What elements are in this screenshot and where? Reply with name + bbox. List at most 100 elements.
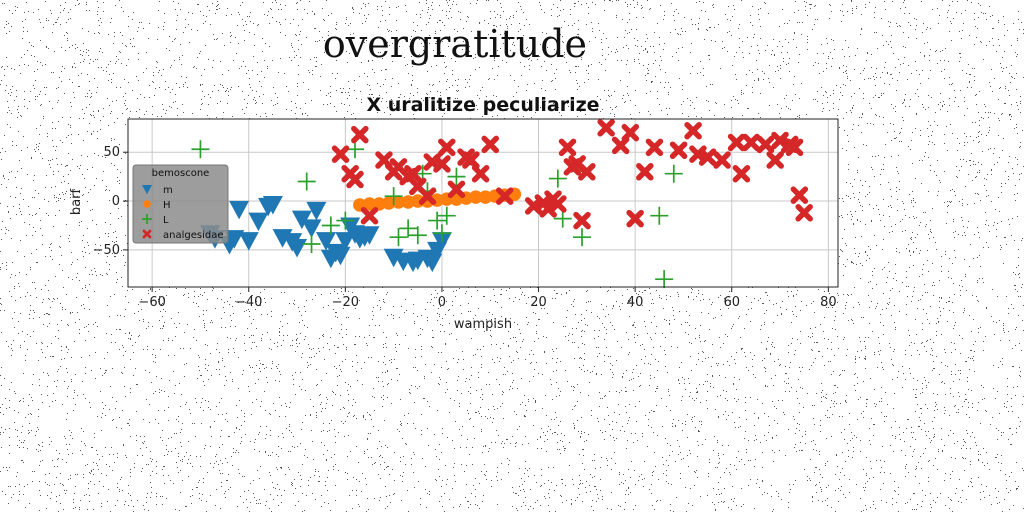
x-tick-label: −40 (235, 295, 262, 310)
data-point (437, 206, 456, 225)
legend-marker (142, 185, 152, 195)
data-point (621, 123, 640, 142)
data-point (573, 228, 592, 247)
x-tick-label: 40 (627, 295, 644, 310)
axes-frame (127, 118, 839, 288)
data-point (287, 238, 308, 258)
data-point (573, 211, 591, 230)
data-point (742, 133, 760, 152)
data-point (389, 228, 408, 247)
legend-entry-label: m (163, 185, 173, 196)
legend-marker (142, 214, 152, 224)
data-point (335, 232, 356, 251)
data-point (447, 180, 466, 199)
data-point (481, 135, 499, 154)
data-point (495, 187, 514, 205)
data-point (766, 151, 784, 169)
data-point (331, 145, 350, 163)
y-tick-label: 50 (103, 145, 120, 160)
data-point (433, 155, 451, 173)
data-point (785, 138, 804, 157)
data-point (262, 195, 283, 215)
data-point (684, 121, 702, 140)
data-point (346, 170, 364, 189)
legend-entry-label: H (163, 200, 171, 211)
data-point (238, 232, 259, 251)
data-point (438, 138, 456, 157)
data-point (650, 206, 669, 225)
data-point (727, 133, 746, 152)
series-1 (200, 195, 452, 273)
data-point (462, 151, 480, 169)
legend-entry-label: L (163, 215, 169, 226)
data-point (636, 162, 654, 181)
data-point (669, 141, 688, 160)
series-4 (331, 119, 813, 230)
data-point (626, 209, 644, 228)
data-point (404, 164, 422, 183)
data-point (698, 148, 717, 166)
legend-title: bemoscone (152, 168, 210, 179)
data-point (471, 164, 490, 183)
x-axis-label: wampish (454, 317, 512, 332)
data-point (756, 135, 775, 154)
y-axis-label: barf (69, 189, 84, 216)
legend-box (132, 164, 229, 244)
data-point (330, 246, 351, 266)
data-point (229, 200, 250, 220)
data-point (428, 211, 447, 230)
data-point (351, 125, 369, 144)
data-point (297, 172, 316, 191)
data-point (553, 209, 572, 228)
data-point (469, 190, 483, 204)
page-title: overgratitude (322, 22, 588, 66)
data-point (432, 224, 451, 243)
x-tick-label: 0 (438, 295, 446, 310)
data-point (399, 219, 418, 238)
legend-marker (142, 229, 152, 239)
x-tick-label: 80 (820, 295, 837, 310)
data-point (336, 211, 355, 230)
data-point (418, 187, 437, 205)
data-point (539, 200, 557, 218)
x-tick-label: 20 (530, 295, 547, 310)
y-tick-label: −50 (93, 243, 120, 258)
legend-entry-label: analgesidae (163, 230, 224, 241)
data-point (302, 235, 321, 254)
data-point (360, 206, 379, 225)
data-point (306, 201, 327, 221)
data-point (359, 226, 380, 245)
data-point (248, 212, 269, 232)
data-point (549, 195, 567, 213)
data-point (316, 232, 337, 251)
data-point (191, 140, 210, 159)
data-point (391, 195, 406, 209)
data-point (408, 226, 427, 245)
data-point (301, 219, 322, 238)
data-point (548, 169, 567, 188)
data-point (321, 216, 340, 235)
x-tick-label: −20 (332, 295, 359, 310)
data-point (558, 138, 577, 157)
chart-title: X uralitize peculiarize (366, 94, 599, 116)
data-point (795, 204, 813, 222)
x-tick-label: 60 (723, 295, 740, 310)
data-point (713, 151, 731, 169)
x-tick-label: −60 (138, 295, 165, 310)
data-point (664, 164, 683, 183)
data-point (578, 162, 596, 181)
data-point (597, 119, 615, 137)
data-point (655, 270, 674, 289)
y-tick-label: 0 (112, 194, 120, 209)
data-point (362, 197, 377, 211)
data-point (732, 164, 751, 183)
data-point (645, 138, 664, 157)
data-point (447, 167, 466, 186)
data-point (790, 186, 809, 204)
data-point (384, 187, 403, 206)
legend-marker (143, 200, 151, 208)
data-point (224, 230, 245, 249)
